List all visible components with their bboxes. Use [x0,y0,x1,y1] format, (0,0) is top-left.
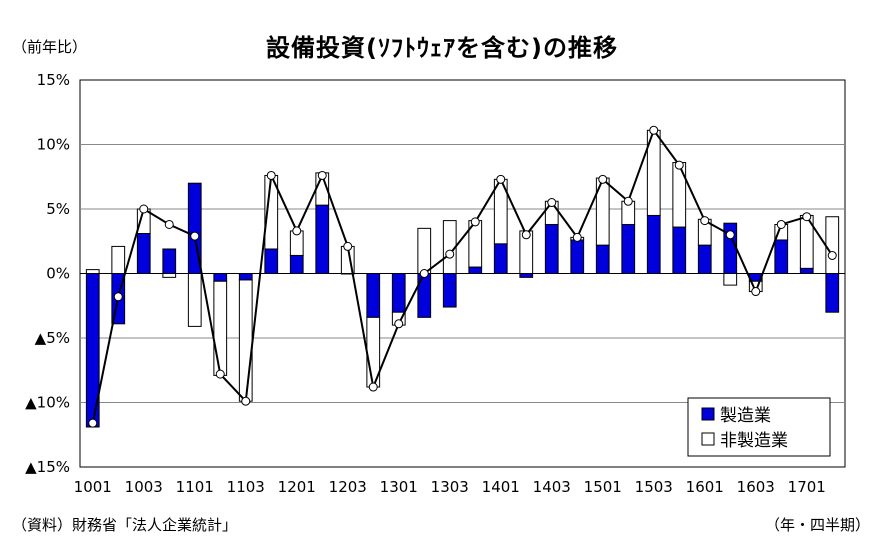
x-tick-label: 1701 [788,478,826,496]
bar-manufacturing [646,214,661,274]
bar-manufacturing [468,266,483,274]
chart-title: 設備投資(ｿﾌﾄｳｪｱを含む)の推移 [266,34,618,62]
x-tick-label: 1301 [380,478,418,496]
x-tick-label: 1501 [584,478,622,496]
line-total-point [547,198,557,208]
x-tick-label: 1303 [431,478,469,496]
bar-manufacturing [264,248,279,275]
bar-manufacturing [493,243,508,275]
bar-non-manufacturing [162,273,177,278]
x-tick-label: 1103 [227,478,265,496]
line-total-point [623,196,633,206]
legend-swatch-non-manufacturing [701,432,715,446]
bar-non-manufacturing [417,227,432,275]
x-tick-label: 1003 [125,478,163,496]
bar-non-manufacturing [213,280,228,376]
line-total-point [700,216,710,226]
x-tick-label: 1203 [329,478,367,496]
line-total [91,128,834,424]
bar-manufacturing [391,273,406,313]
bar-manufacturing [315,204,330,275]
line-total-point [470,217,480,227]
bar-manufacturing [799,267,814,274]
bar-manufacturing [672,226,687,274]
x-tick-label: 1201 [278,478,316,496]
line-total-point [776,219,786,229]
x-tick-label: 1403 [533,478,571,496]
line-total-point [139,204,149,214]
legend-label-non-manufacturing: 非製造業 [720,431,788,451]
bar-manufacturing [697,244,712,274]
bar-non-manufacturing [238,279,253,402]
y-tick-label: ▲10% [25,394,70,412]
line-total-point [343,241,353,251]
bar-manufacturing [774,239,789,275]
x-unit-label: （年・四半期） [764,516,870,534]
bar-manufacturing [519,273,534,278]
line-total-point [368,382,378,392]
bar-non-manufacturing [111,245,126,275]
legend-label-manufacturing: 製造業 [720,406,771,426]
line-total-point [802,212,812,222]
line-total-point [827,250,837,260]
bar-manufacturing [213,273,228,282]
line-total-point [164,219,174,229]
line-total-point [521,230,531,240]
line-total-point [725,230,735,240]
line-total-point [266,170,276,180]
y-tick-label: 5% [46,200,70,218]
line-total-point [649,125,659,135]
bar-manufacturing [417,273,432,318]
line-total-point [751,287,761,297]
bar-non-manufacturing [187,273,202,327]
bar-manufacturing [570,239,585,275]
source-note: （資料）財務省「法人企業統計」 [12,516,238,534]
x-tick-label: 1101 [176,478,214,496]
y-tick-label: 15% [37,71,70,89]
legend-swatch-manufacturing [701,407,715,421]
bar-non-manufacturing [723,273,738,286]
line-total-point [419,269,429,278]
bar-non-manufacturing [85,269,100,275]
bar-manufacturing [366,273,381,318]
bar-manufacturing [442,273,457,308]
line-total-point [292,226,302,236]
line-total-point [674,160,684,170]
y-tick-label: 10% [37,136,70,154]
x-tick-label: 1401 [482,478,520,496]
line-total-point [241,396,251,406]
bar-manufacturing [289,254,304,275]
x-tick-label: 1001 [74,478,112,496]
line-total-point [496,174,506,184]
bar-manufacturing [595,244,610,274]
x-tick-label: 1601 [686,478,724,496]
y-tick-label: ▲15% [25,458,70,476]
line-total-point [598,174,608,184]
bar-manufacturing [621,223,636,274]
y-tick-label: ▲5% [35,329,70,347]
line-total-point [190,231,200,241]
line-total-point [317,170,327,180]
bar-non-manufacturing [672,162,687,228]
line-total-point [445,249,455,259]
bar-manufacturing [544,223,559,274]
bar-manufacturing [238,273,253,281]
y-tick-label: 0% [46,265,70,283]
y-unit-label: （前年比） [12,38,88,56]
line-total-point [113,292,123,302]
bar-non-manufacturing [825,216,840,275]
x-tick-label: 1603 [737,478,775,496]
bar-manufacturing [136,233,151,274]
bar-manufacturing [162,248,177,275]
line-total-point [215,369,225,379]
line-total-point [88,418,98,428]
x-tick-label: 1503 [635,478,673,496]
line-total-point [572,232,582,242]
line-total-point [394,319,404,329]
bar-manufacturing [825,273,840,313]
